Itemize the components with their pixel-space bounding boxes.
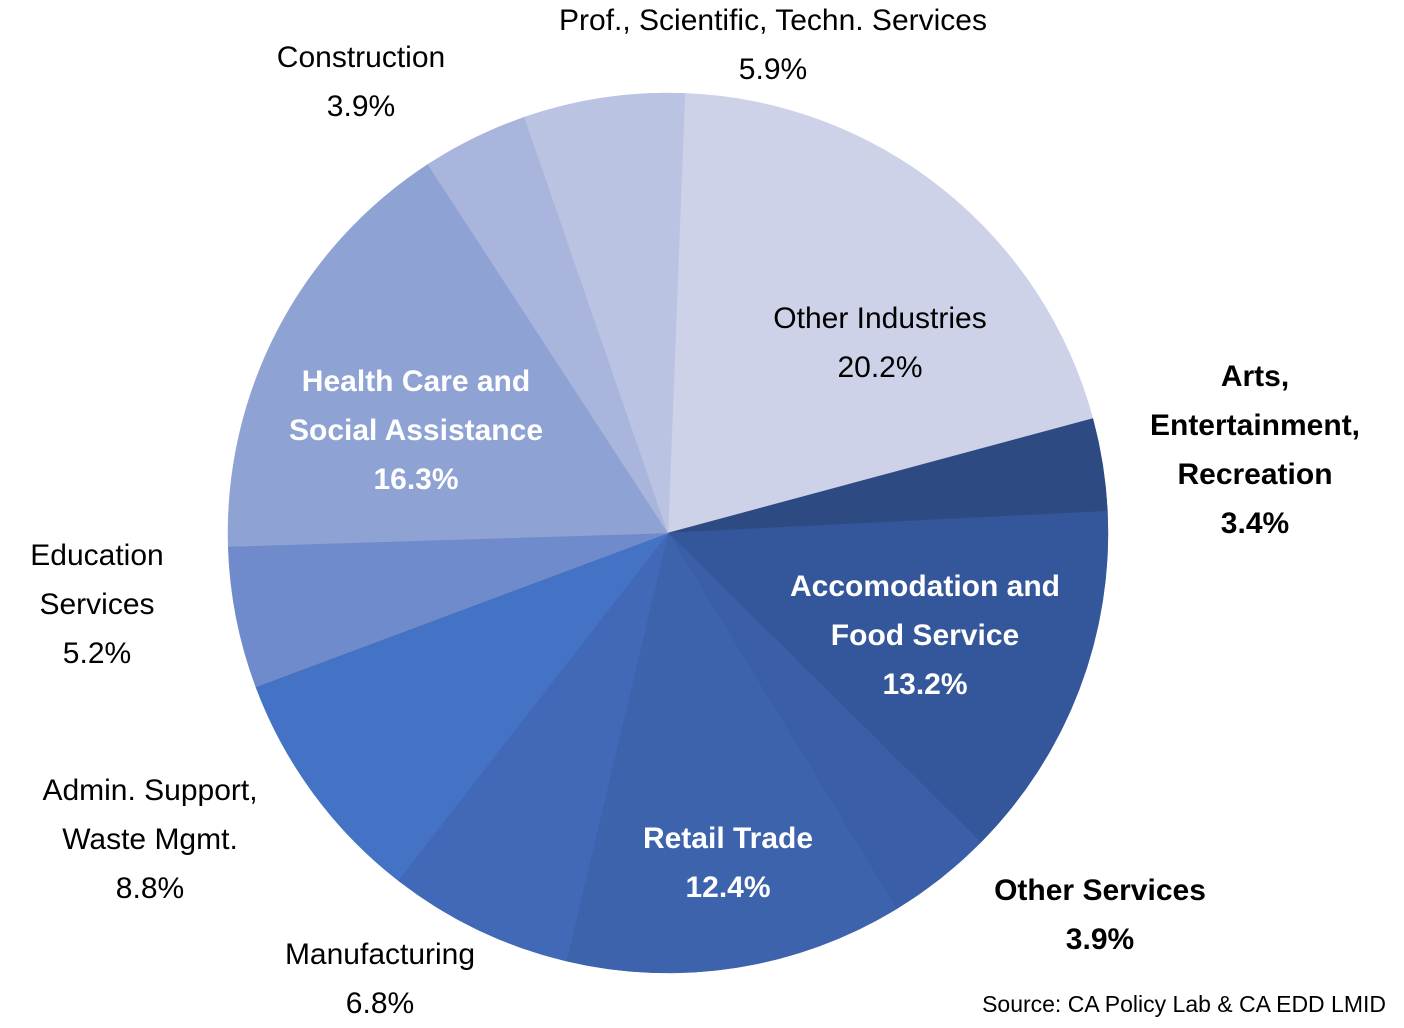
category-label: Arts, Entertainment, Recreation: [1149, 360, 1361, 491]
pie-slice: [524, 92, 686, 534]
slice-label: Other Industries 20.2%: [730, 294, 1030, 392]
pie-slice: [227, 163, 669, 547]
pie-slice: [227, 532, 669, 688]
value-label: 3.4%: [1220, 507, 1290, 540]
value-label: 5.2%: [62, 637, 132, 670]
value-label: 3.9%: [326, 90, 396, 123]
pie-slice: [667, 510, 1109, 843]
slice-label: Construction 3.9%: [231, 33, 491, 131]
value-label: 20.2%: [837, 351, 923, 384]
category-label: Prof., Scientific, Techn. Services: [559, 4, 987, 37]
slice-label: Education Services 5.2%: [2, 531, 192, 678]
source-note: Source: CA Policy Lab & CA EDD LMID: [982, 991, 1386, 1017]
value-label: 5.9%: [738, 53, 808, 86]
category-label: Education Services: [30, 539, 164, 621]
category-label: Construction: [276, 41, 446, 74]
category-label: Accomodation and Food Service: [789, 570, 1060, 652]
slice-label: Arts, Entertainment, Recreation 3.4%: [1120, 352, 1390, 548]
pie-slice: [255, 532, 669, 881]
pie-slice: [667, 93, 1094, 534]
value-label: 3.9%: [1065, 923, 1135, 956]
slice-label: Manufacturing 6.8%: [230, 930, 530, 1028]
slice-label: Prof., Scientific, Techn. Services 5.9%: [483, 0, 1063, 94]
category-label: Other Industries: [773, 302, 987, 335]
category-label: Manufacturing: [284, 938, 476, 971]
slice-label: Retail Trade 12.4%: [598, 814, 858, 912]
category-label: Health Care and Social Assistance: [288, 365, 544, 447]
pie-slice: [566, 532, 897, 974]
slice-label: Health Care and Social Assistance 16.3%: [261, 357, 571, 504]
pie-slice: [397, 532, 669, 962]
value-label: 8.8%: [115, 872, 185, 905]
slice-label: Accomodation and Food Service 13.2%: [755, 562, 1095, 709]
slice-label: Admin. Support, Waste Mgmt. 8.8%: [0, 766, 300, 913]
category-label: Retail Trade: [642, 822, 814, 855]
value-label: 6.8%: [345, 987, 415, 1020]
slice-label: Other Services 3.9%: [950, 866, 1250, 964]
value-label: 12.4%: [685, 871, 771, 904]
category-label: Admin. Support, Waste Mgmt.: [42, 774, 258, 856]
category-label: Other Services: [994, 874, 1206, 907]
value-label: 13.2%: [882, 668, 968, 701]
value-label: 16.3%: [373, 463, 459, 496]
